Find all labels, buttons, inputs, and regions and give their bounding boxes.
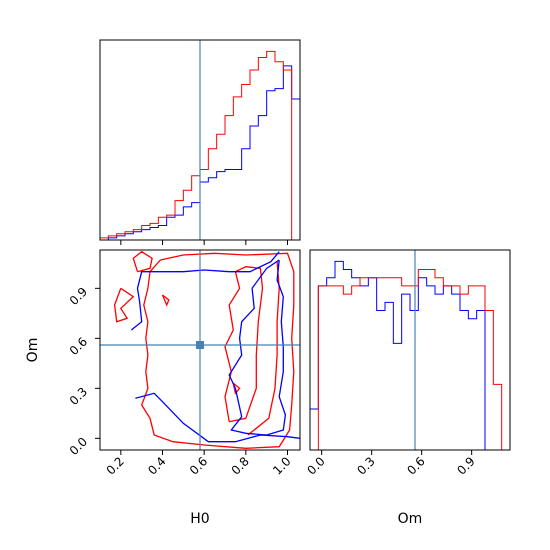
om-ytick-label-0: 0.0 — [67, 435, 90, 458]
contour-b-0 — [132, 250, 153, 273]
panel-2d-frame — [99, 249, 301, 451]
om-xtick-label-0: 0.0 — [304, 454, 327, 477]
contour-b-6 — [232, 382, 241, 395]
contour-a-2 — [130, 251, 280, 331]
h0-xtick-label-2: 0.6 — [187, 454, 210, 477]
om-hist-series-1 — [310, 269, 510, 451]
contour-b-5 — [161, 294, 170, 307]
om-ytick-label-2: 0.6 — [67, 335, 90, 358]
contour-lines — [113, 250, 300, 449]
h0-xtick-label-4: 1.0 — [270, 454, 293, 477]
om-histogram-steps — [309, 260, 510, 451]
om-hist-series-0 — [309, 260, 510, 451]
panel-2d-contours: 0.2 0.4 0.6 0.8 1.0 0.0 0.3 0.6 0.9 H0 Om — [25, 249, 301, 527]
contour-b-4 — [113, 287, 135, 323]
om-ytick-label-3: 0.9 — [67, 285, 90, 308]
om-xtick-label-3: 0.9 — [454, 454, 477, 477]
h0-xtick-label-3: 0.8 — [229, 454, 252, 477]
contour-a-0 — [135, 392, 300, 443]
om-xtick-label-2: 0.6 — [404, 454, 427, 477]
h0-hist-ticks — [120, 240, 288, 245]
x-axis-label-h0: H0 — [190, 511, 209, 527]
contour-b-2 — [224, 266, 264, 423]
truth-marker — [196, 341, 204, 349]
contour-b-1 — [140, 252, 295, 449]
h0-hist-frame — [99, 39, 301, 241]
om-hist-ticks: 0.0 0.3 0.6 0.9 — [304, 450, 478, 478]
y-axis-label-om: Om — [25, 338, 41, 363]
x-axis-label-om: Om — [398, 511, 423, 527]
om-xtick-label-1: 0.3 — [354, 454, 377, 477]
contour-a-1 — [228, 259, 287, 436]
om-hist-frame — [309, 249, 511, 451]
panel-hist-h0 — [99, 39, 301, 245]
h0-xtick-label-0: 0.2 — [104, 454, 127, 477]
contour-b-3 — [247, 261, 280, 436]
om-ytick-label-1: 0.3 — [67, 385, 90, 408]
panel-hist-om: 0.0 0.3 0.6 0.9 Om — [304, 249, 511, 527]
h0-xtick-label-1: 0.4 — [145, 454, 168, 477]
